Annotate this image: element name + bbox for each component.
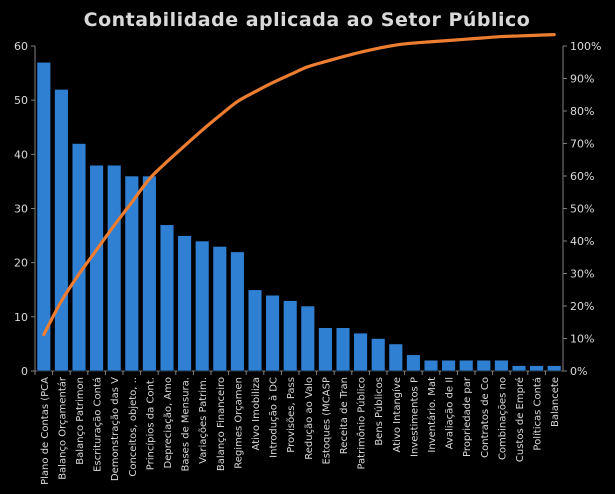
right-y-axis: 0% 10% 20% 30% 40% 50% 60% 70% 80% 90% 100% (562, 40, 601, 378)
right-tick-label: 20% (570, 300, 594, 313)
bar (423, 359, 439, 372)
bar (476, 359, 491, 372)
category-label: Balanço Financeiro (216, 377, 227, 471)
category-label: Ativo Intangíve (391, 377, 403, 452)
left-tick-label: 60 (14, 40, 28, 53)
left-tick-label: 10 (14, 311, 28, 324)
bar (441, 359, 456, 372)
category-label: Propriedade par (462, 376, 473, 457)
category-label: Políticas Contá (532, 377, 544, 451)
category-label: Depreciação, Amo (163, 377, 174, 468)
category-label: Balanço Orçamentár (56, 376, 68, 480)
category-label: Patrimônio Público (356, 377, 368, 470)
bar (511, 365, 527, 372)
x-axis-labels: Plano de Contas (PCA Balanço Orçamentár Ba… (40, 376, 561, 485)
category-label: Regimes Orçamen (233, 377, 244, 469)
left-tick-label: 30 (14, 203, 28, 216)
right-tick-label: 50% (570, 203, 594, 216)
left-tick-label: 50 (14, 94, 28, 107)
bar (265, 294, 280, 372)
category-label: Redução ao Valo (304, 377, 315, 460)
category-label: Inventário. Mat (426, 377, 438, 453)
bar (195, 240, 210, 372)
bar (459, 359, 474, 372)
bar (89, 164, 104, 372)
category-label: Plano de Contas (PCA (40, 377, 51, 485)
bar (107, 164, 122, 372)
bar (124, 175, 139, 372)
bar (54, 89, 69, 372)
right-tick-label: 60% (570, 170, 594, 183)
right-tick-label: 40% (570, 235, 594, 248)
bar (547, 365, 562, 372)
category-label: Escrituração Contá (92, 377, 104, 472)
right-tick-label: 100% (570, 40, 601, 53)
bar (388, 343, 403, 372)
category-label: Receita de Tran (339, 377, 350, 454)
right-tick-label: 10% (570, 333, 594, 346)
right-tick-label: 70% (570, 138, 594, 151)
left-tick-label: 40 (14, 148, 28, 161)
bar (529, 365, 544, 372)
category-label: Provisões, Pass (286, 377, 297, 453)
right-tick-label: 90% (570, 73, 594, 86)
chart-title: Contabilidade aplicada ao Setor Público (84, 9, 531, 31)
category-label: Contratos de Co (480, 377, 491, 458)
category-label: Balanço Patrimon (75, 377, 86, 465)
category-label: Balancete (550, 377, 561, 427)
right-tick-label: 0% (570, 365, 587, 378)
bar (212, 246, 227, 372)
bar (406, 354, 421, 372)
bar (353, 332, 368, 372)
category-label: Custos de Empré (514, 377, 526, 462)
right-tick-label: 30% (570, 268, 594, 281)
right-tick-label: 80% (570, 105, 594, 118)
bar (283, 300, 298, 372)
bar (247, 289, 263, 372)
left-tick-label: 20 (14, 257, 28, 270)
cumulative-line-series (42, 33, 556, 337)
bar (318, 327, 333, 372)
bar (142, 175, 157, 372)
category-label: Bens Públicos (373, 377, 385, 446)
bar (300, 305, 315, 372)
category-label: Combinações no (497, 377, 508, 460)
category-label: Estoques (MCASP (321, 377, 332, 465)
bar (177, 235, 192, 372)
category-label: Variações Patrim. (198, 377, 209, 464)
bar (335, 327, 351, 372)
category-label: Ativo Imobiliza (251, 377, 262, 450)
category-label: Princípios da Cont. (144, 377, 156, 470)
category-label: Conceitos, objeto, .. (128, 377, 139, 477)
category-label: Demonstração das V (110, 377, 121, 481)
bar (36, 61, 51, 372)
category-label: Bases de Mensura. (181, 377, 192, 472)
bar (371, 338, 386, 372)
bar (494, 359, 509, 372)
bar-series (34, 61, 562, 375)
category-label: Introdução à DC (268, 377, 280, 458)
bar (230, 251, 245, 372)
bar (71, 143, 87, 372)
category-label: Avaliação de Il (445, 377, 456, 449)
left-tick-label: 0 (21, 365, 28, 378)
category-label: Investimentos P (409, 377, 420, 457)
bar (159, 224, 175, 372)
cumulative-line (42, 33, 556, 337)
